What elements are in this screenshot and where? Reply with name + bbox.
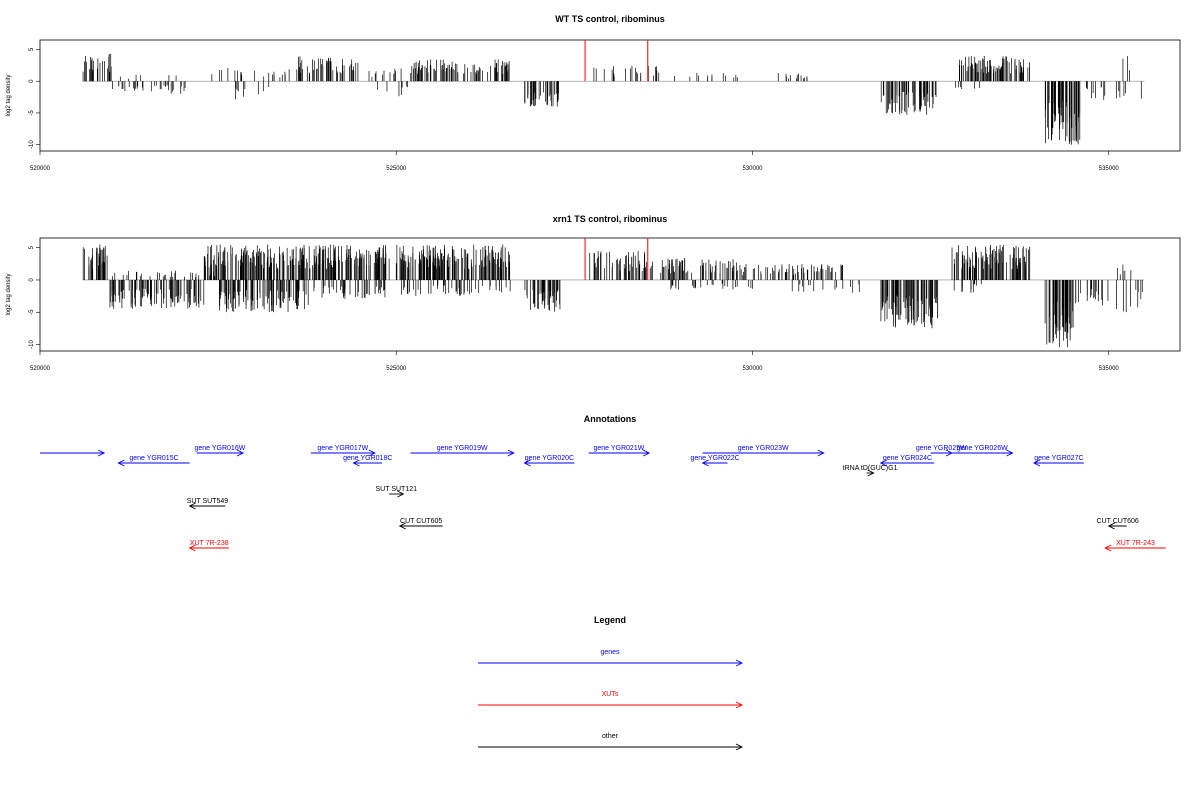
legend-item-label: genes [600,649,620,656]
feature-label: gene YGR022C [690,455,739,462]
feature-label: XUT 7R-243 [1116,540,1155,547]
feature-label: CUT CUT606 [1097,518,1139,525]
feature-arrow-head [642,449,651,457]
feature-arrow-head [398,522,407,530]
feature-arrow-head [188,502,196,510]
feature-label: SUT SUT121 [376,486,418,493]
y-tick-label: -10 [29,340,35,349]
feature-arrow-head [97,449,106,457]
y-tick-label: -5 [29,309,35,315]
x-tick-label: 530000 [742,166,763,172]
feature-arrow-head [1104,544,1112,552]
feature-arrow-head [817,449,825,457]
y-tick-label: 5 [29,47,35,51]
x-tick-label: 535000 [1099,366,1120,372]
y-axis-label: log2 tag density [6,74,12,116]
feature-label: gene YGR019W [437,445,488,452]
legend-item-label: other [602,733,619,740]
feature-label: gene YGR023W [738,445,789,452]
feature-label: gene YGR027C [1034,455,1083,462]
feature-label: XUT 7R-238 [190,540,229,547]
y-tick-label: -10 [29,140,35,149]
feature-label: gene YGR016W [194,445,245,452]
feature-arrow-head [352,459,360,467]
xrn1-signal-panel: xrn1 TS control, ribominus 5 0 -5 -10 log2 ta… [6,214,1181,372]
feature-arrow-head [879,459,887,467]
feature-label: gene YGR021W [593,445,644,452]
y-tick-label: 5 [29,245,35,249]
feature-arrow-head [735,701,744,709]
feature-arrow-head [236,449,245,457]
feature-label: gene YGR017W [317,445,368,452]
feature-arrow-head [867,469,875,477]
feature-label: gene YGR018C [343,455,392,462]
feature-label: gene YGR026W [957,445,1008,452]
x-tick-label: 535000 [1099,166,1120,172]
feature-label: gene YGR024C [883,455,932,462]
feature-arrow-head [368,449,376,457]
feature-arrow-head [735,659,744,667]
wt-signal-panel: WT TS control, ribominus 5 0 -5 -10 log2 tag … [6,14,1181,172]
x-tick-label: 530000 [742,366,763,372]
feature-arrow-head [1107,522,1115,530]
annotations-title: Annotations [584,414,637,424]
chart-title: WT TS control, ribominus [555,14,665,24]
feature-label: gene YGR025W [916,445,967,452]
feature-arrow-head [117,459,125,467]
feature-label: CUT CUT605 [400,518,442,525]
feature-label: gene YGR015C [129,455,178,462]
feature-label: SUT SUT549 [187,498,229,505]
x-tick-label: 520000 [30,366,51,372]
legend-panel: Legend genes XUTs other [478,615,744,751]
plot-frame [39,39,1181,152]
x-tick-label: 525000 [386,166,407,172]
feature-arrow-head [188,544,196,552]
x-tick-label: 520000 [30,166,51,172]
legend-title: Legend [594,615,626,625]
y-tick-label: 0 [29,278,35,282]
feature-arrow-head [701,459,709,467]
x-tick-label: 525000 [386,366,407,372]
y-tick-label: 0 [29,79,35,83]
plot-frame [39,237,1181,352]
feature-arrow-head [1006,449,1014,457]
feature-label: tRNA tD(GUC)G1 [843,465,898,472]
feature-arrow-head [397,490,405,498]
chart-title: xrn1 TS control, ribominus [553,214,668,224]
annotations-panel: Annotations gene YGR015C gene YGR016W gene… [40,414,1166,552]
y-axis-label: log2 tag density [6,273,12,315]
feature-label: gene YGR020C [525,455,574,462]
y-tick-label: -5 [29,110,35,116]
feature-arrow-head [507,449,515,457]
legend-item-label: XUTs [602,691,619,698]
feature-arrow-head [735,743,744,751]
feature-arrow-head [1032,459,1041,467]
feature-arrow-head [523,459,531,467]
